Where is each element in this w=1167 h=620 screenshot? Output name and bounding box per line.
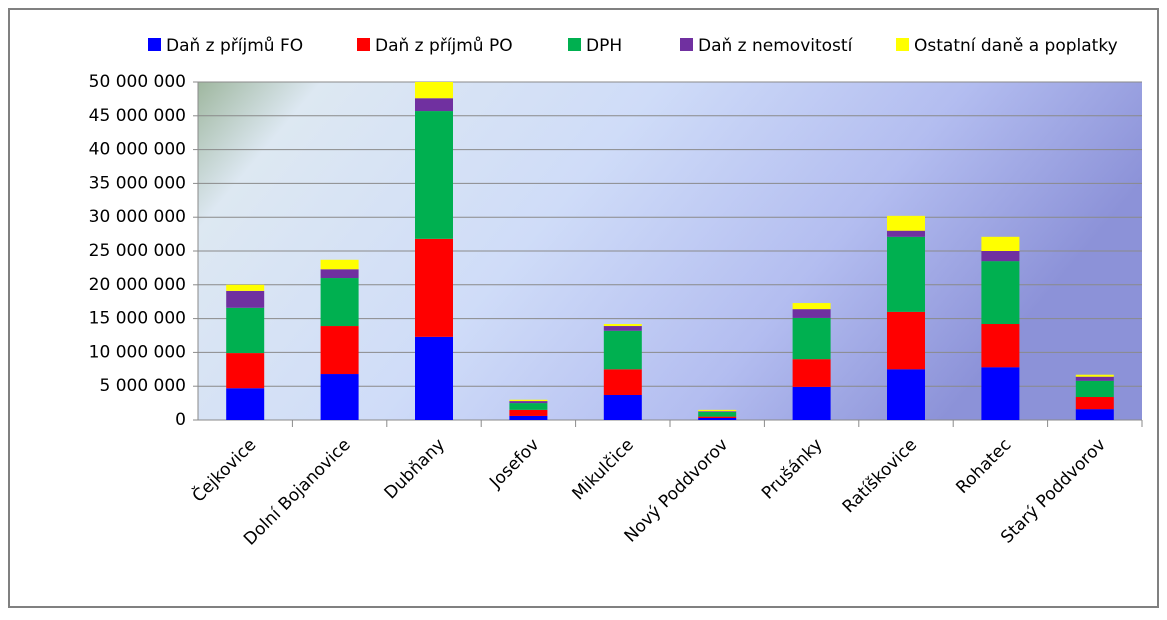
bar-segment	[698, 411, 737, 412]
bar-segment	[981, 261, 1020, 325]
bar-segment	[509, 409, 548, 416]
bar-segment	[981, 236, 1020, 251]
y-tick-label: 20 000 000	[89, 275, 186, 295]
bar-segment	[981, 324, 1020, 368]
bar-segment	[887, 230, 925, 237]
legend-swatch	[568, 38, 581, 51]
legend-swatch	[680, 38, 693, 51]
bar-segment	[415, 238, 453, 337]
legend-label: Daň z příjmů PO	[375, 36, 513, 56]
bar-segment	[887, 311, 925, 370]
bar-segment	[415, 82, 453, 99]
bar-segment	[698, 416, 737, 418]
y-tick-label: 45 000 000	[89, 106, 186, 126]
bar-segment	[226, 388, 265, 420]
bar-segment	[320, 326, 359, 375]
bar-segment	[415, 336, 453, 420]
bar-segment	[792, 317, 831, 360]
bar-segment	[981, 251, 1020, 262]
bar-segment	[887, 215, 925, 231]
bar-segment	[792, 386, 831, 420]
bar-segment	[1075, 409, 1114, 420]
legend-label: Daň z nemovitostí	[698, 36, 854, 56]
bar-segment	[320, 259, 359, 270]
bar-segment	[509, 415, 548, 420]
bar-segment	[320, 269, 359, 279]
y-tick-label: 40 000 000	[89, 140, 186, 160]
legend-swatch	[896, 38, 909, 51]
bar-segment	[415, 111, 453, 239]
legend-label: Ostatní daně a poplatky	[914, 36, 1118, 56]
bar-segment	[603, 394, 642, 420]
y-tick-label: 5 000 000	[99, 376, 186, 396]
bar-segment	[415, 98, 453, 112]
bar-segment	[226, 307, 265, 354]
bar-segment	[226, 290, 265, 308]
bar-segment	[698, 417, 737, 420]
bar-segment	[509, 399, 548, 402]
bar-segment	[792, 359, 831, 387]
y-tick-label: 0	[175, 410, 186, 430]
y-tick-label: 25 000 000	[89, 241, 186, 261]
bar-segment	[1075, 374, 1114, 377]
bar-segment	[603, 330, 642, 370]
bar-segment	[1075, 397, 1114, 410]
bar-segment	[603, 324, 642, 327]
y-tick-label: 30 000 000	[89, 207, 186, 227]
bar-segment	[226, 284, 265, 291]
legend-label: DPH	[586, 36, 622, 56]
bar-segment	[887, 369, 925, 420]
y-tick-label: 10 000 000	[89, 342, 186, 362]
bar-segment	[509, 403, 548, 410]
bar-segment	[981, 367, 1020, 420]
bar-segment	[603, 326, 642, 331]
bar-segment	[887, 236, 925, 312]
legend-swatch	[148, 38, 161, 51]
bar-segment	[698, 409, 737, 412]
bar-segment	[698, 411, 737, 417]
bar-segment	[792, 309, 831, 318]
bar-segment	[1075, 380, 1114, 398]
bar-segment	[603, 369, 642, 395]
bar-segment	[792, 303, 831, 310]
bar-segment	[320, 374, 359, 420]
bar-segment	[320, 278, 359, 327]
legend-swatch	[357, 38, 370, 51]
y-tick-label: 35 000 000	[89, 173, 186, 193]
y-tick-label: 15 000 000	[89, 309, 186, 329]
bar-segment	[1075, 376, 1114, 381]
legend-label: Daň z příjmů FO	[166, 36, 303, 56]
bar-segment	[226, 353, 265, 389]
y-tick-label: 50 000 000	[89, 72, 186, 92]
bar-segment	[509, 401, 548, 404]
